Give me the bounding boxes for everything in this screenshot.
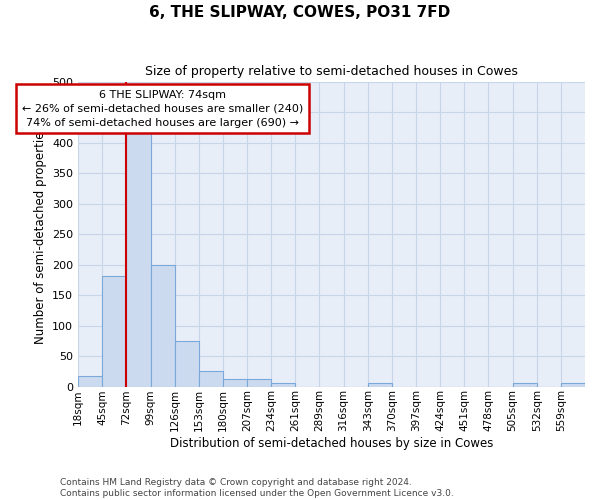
Bar <box>223 379 247 386</box>
Bar <box>368 383 392 386</box>
Bar <box>247 379 271 386</box>
Text: 6 THE SLIPWAY: 74sqm
← 26% of semi-detached houses are smaller (240)
74% of semi: 6 THE SLIPWAY: 74sqm ← 26% of semi-detac… <box>22 90 303 128</box>
Bar <box>271 384 295 386</box>
Bar <box>78 376 102 386</box>
Text: 6, THE SLIPWAY, COWES, PO31 7FD: 6, THE SLIPWAY, COWES, PO31 7FD <box>149 5 451 20</box>
Text: Contains HM Land Registry data © Crown copyright and database right 2024.
Contai: Contains HM Land Registry data © Crown c… <box>60 478 454 498</box>
Title: Size of property relative to semi-detached houses in Cowes: Size of property relative to semi-detach… <box>145 65 518 78</box>
Bar <box>102 276 127 386</box>
Bar <box>127 132 151 386</box>
Bar <box>151 264 175 386</box>
Y-axis label: Number of semi-detached properties: Number of semi-detached properties <box>34 125 47 344</box>
Bar <box>512 383 537 386</box>
Bar <box>199 372 223 386</box>
Bar <box>175 341 199 386</box>
X-axis label: Distribution of semi-detached houses by size in Cowes: Distribution of semi-detached houses by … <box>170 437 493 450</box>
Bar <box>561 383 585 386</box>
